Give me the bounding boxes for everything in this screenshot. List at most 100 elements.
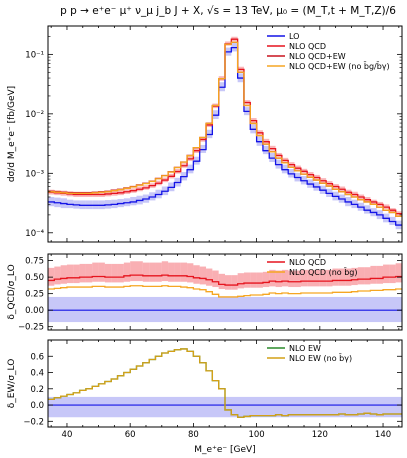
series-band-rect-46 — [338, 268, 346, 286]
panel-top-cross-section: 10⁻⁴10⁻³10⁻²10⁻¹dσ/d M_e⁺e⁻ [fb/GeV]LONL… — [7, 25, 403, 243]
series-band-rect-5 — [79, 263, 86, 283]
series-band-rect-49 — [357, 267, 365, 285]
series-band-rect-29 — [231, 275, 238, 290]
series-band-rect-8 — [98, 262, 105, 282]
x-tick-label: 60 — [125, 430, 136, 440]
y-tick-label: 0.0 — [30, 401, 44, 411]
series-band-rect-13 — [130, 261, 137, 282]
series-nlo-qcd-line — [48, 38, 402, 215]
series-band-rect-43 — [319, 269, 327, 287]
series-band-rect-24 — [199, 266, 207, 285]
series-band-rect-34 — [262, 271, 270, 288]
y-tick-label: 0.4 — [30, 369, 44, 379]
legend-label: NLO QCD (no b̄g) — [289, 267, 358, 277]
series-band-rect-9 — [104, 263, 112, 283]
series-band-rect-36 — [275, 270, 282, 288]
series-band-rect-1 — [54, 266, 61, 285]
lo-band-rect-24 — [199, 144, 207, 153]
series-band-rect-45 — [332, 268, 339, 286]
series-band-rect-31 — [243, 272, 251, 288]
y-axis-label-bottom: δ_EW/σ_LO — [7, 359, 17, 409]
series-band-rect-28 — [225, 275, 232, 290]
series-band-rect-38 — [288, 270, 295, 288]
series-band-rect-21 — [180, 262, 188, 282]
legend-label: NLO EW — [289, 344, 321, 353]
y-tick-label: 0.2 — [30, 385, 44, 395]
lo-band-rect-34 — [262, 145, 270, 155]
series-band-rect-53 — [383, 264, 390, 284]
series-band-rect-52 — [376, 265, 384, 284]
series-band-rect-40 — [300, 269, 308, 287]
y-tick-label: 10⁻¹ — [25, 50, 44, 60]
series-band-rect-32 — [250, 272, 257, 288]
series-band-rect-30 — [237, 273, 244, 289]
y-tick-label: −0.25 — [18, 323, 44, 333]
series-band-rect-54 — [389, 264, 396, 284]
legend-label: NLO QCD+EW — [289, 52, 346, 61]
series-band-rect-16 — [149, 262, 156, 282]
y-tick-label: 10⁻² — [25, 110, 44, 120]
lo-band-rect-37 — [281, 164, 289, 174]
y-tick-label: 10⁻⁴ — [25, 229, 44, 239]
x-tick-label: 40 — [62, 430, 73, 440]
series-band-rect-44 — [326, 269, 333, 287]
series-band-rect-22 — [187, 263, 194, 283]
series-band-rect-48 — [351, 267, 358, 286]
series-band-rect-15 — [142, 262, 150, 282]
lo-uncertainty-band — [48, 296, 402, 323]
series-band-rect-39 — [294, 270, 301, 288]
legend-label: NLO EW (no b̄γ) — [289, 353, 352, 363]
y-tick-label: 10⁻³ — [25, 169, 44, 179]
series-band-rect-47 — [345, 268, 352, 286]
series-band-rect-50 — [364, 267, 371, 285]
y-tick-label: 0.6 — [30, 352, 44, 362]
series-band-rect-51 — [370, 265, 377, 284]
y-tick-label: 0.75 — [25, 257, 44, 267]
y-axis-label-top: dσ/d M_e⁺e⁻ [fb/GeV] — [7, 86, 17, 182]
lo-band-rect-35 — [269, 152, 276, 162]
x-tick-label: 100 — [248, 430, 264, 440]
series-nlo-qcd-ew-nob-line — [48, 41, 402, 217]
series-band-rect-26 — [212, 270, 219, 288]
series-band-rect-41 — [307, 269, 314, 287]
series-band-rect-12 — [123, 262, 131, 282]
legend-label: NLO QCD — [289, 258, 326, 267]
series-band-rect-4 — [73, 264, 80, 284]
series-band-rect-25 — [206, 268, 213, 286]
series-band-rect-3 — [66, 264, 74, 284]
series-band-rect-6 — [85, 263, 93, 283]
series-band-rect-19 — [168, 262, 175, 282]
series-line-1 — [48, 285, 402, 298]
series-band-rect-27 — [218, 273, 225, 290]
legend-label: NLO QCD+EW (no b̄g/b̄γ) — [289, 61, 390, 71]
series-band-rect-2 — [60, 265, 67, 284]
series-band-rect-42 — [313, 269, 320, 287]
series-line-1 — [48, 348, 402, 418]
series-line-0 — [48, 274, 402, 286]
lo-band-rect-22 — [187, 164, 194, 174]
x-tick-label: 120 — [312, 430, 328, 440]
x-tick-label: 80 — [188, 430, 199, 440]
series-band-rect-14 — [136, 261, 143, 282]
series-band-rect-33 — [256, 272, 263, 288]
series-band-rect-18 — [161, 261, 169, 282]
y-tick-label: 0.25 — [25, 290, 44, 300]
series-band-rect-11 — [117, 263, 124, 283]
y-axis-label-middle: δ_QCD/σ_LO — [7, 264, 17, 319]
series-lo-line — [48, 46, 402, 226]
x-axis-label: M_e⁺e⁻ [GeV] — [194, 445, 255, 455]
lo-band-rect-50 — [364, 205, 371, 214]
panel-middle-qcd-ratio: −0.25 0.00 0.25 0.50 0.75 δ_QCD/σ_LO NLO QCDNL… — [7, 253, 403, 333]
series-band-rect-17 — [155, 262, 162, 282]
series-band-rect-7 — [92, 262, 99, 282]
series-band-rect-20 — [174, 262, 181, 282]
series-band-rect-35 — [269, 269, 276, 287]
y-tick-label: −0.2 — [23, 417, 44, 427]
legend-label: NLO QCD — [289, 42, 326, 51]
series-band-rect-23 — [193, 265, 200, 284]
series-band-rect-37 — [281, 269, 289, 287]
x-tick-label: 140 — [375, 430, 391, 440]
panel-bottom-ew-ratio: 40 60 80 100 120 140 −0.2 0.0 0.2 0.4 0.6 δ_EW/σ_LO… — [7, 339, 403, 440]
